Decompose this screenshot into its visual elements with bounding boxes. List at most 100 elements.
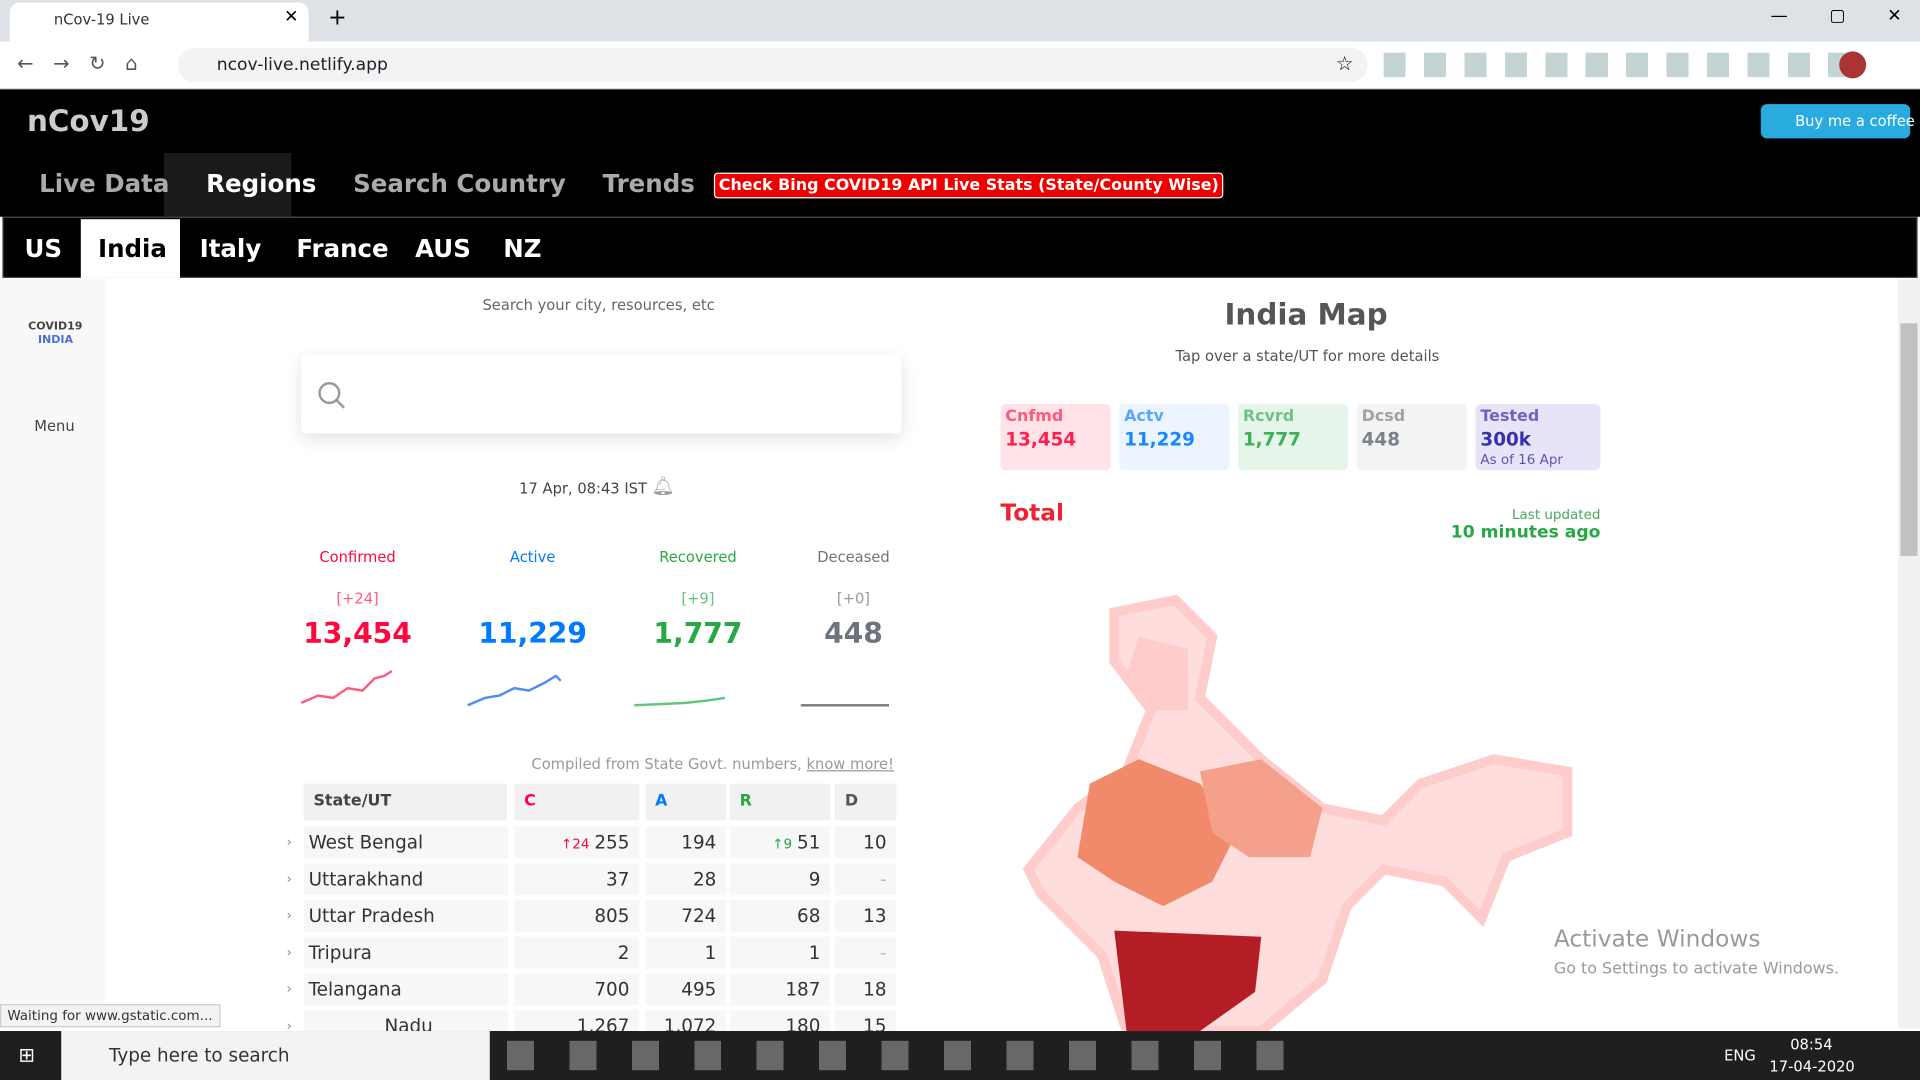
card-value: 13,454 [1005,428,1077,451]
table-row[interactable]: › Uttarakhand 37 28 9 - [282,863,900,896]
status-bar: Waiting for www.gstatic.com... [0,1004,220,1028]
region-tab[interactable]: NZ [503,233,542,264]
cell-value: 805 [594,904,630,927]
table-row[interactable]: › Telangana 700 495 187 18 [282,973,900,1006]
bell-icon[interactable]: 🔔︎ [651,475,675,498]
cell-d: 18 [835,973,897,1006]
delta-arrow: ↑ [560,836,573,853]
compiled-text: Compiled from State Govt. numbers, [531,755,802,773]
expand-icon: › [286,1017,292,1034]
tab-title: nCov-19 Live [53,11,150,29]
coffee-text: Buy me a coffee [1795,112,1915,130]
cell-r: 68 [729,900,831,932]
compiled-note: Compiled from State Govt. numbers, know … [531,756,894,773]
cell-value: 18 [863,978,887,1001]
cell-value: 1 [808,941,821,964]
know-more-link[interactable]: know more! [806,755,894,773]
cell-value: 2 [617,941,630,964]
delta-arrow: ↑ [772,836,784,853]
stat-value: 11,229 [478,618,587,651]
window-controls[interactable]: —▢✕ [1770,6,1902,26]
menu[interactable]: Menu [34,417,75,435]
nav-active-bg [164,153,292,217]
cell-a: 194 [645,826,727,859]
stat-card: Actv 11,229 [1119,404,1230,471]
cell-a: 495 [645,973,727,1006]
table-header-cell: D [835,783,897,821]
card-value: 1,777 [1242,428,1301,451]
cell-value: 13 [863,904,887,927]
clock-date: 17-04-2020 [1769,1057,1855,1076]
nav-buttons[interactable]: ←→↻⌂ [17,51,158,75]
region-bar [2,216,1918,278]
total-label: Total [1000,499,1064,527]
watermark-text: Go to Settings to activate Windows. [1553,960,1840,979]
delta: ↑9 [772,836,792,852]
cell-a: 724 [645,900,727,932]
taskbar-search[interactable] [61,1031,490,1080]
taskbar-apps[interactable] [506,1040,1291,1071]
stat-card: Cnfmd 13,454 [1000,404,1111,471]
cell-r: 187 [729,973,831,1006]
profile[interactable] [1839,51,1867,79]
cell-value: 37 [606,868,630,891]
tab-close[interactable]: ✕ [284,7,299,27]
sparklines [300,670,889,707]
cell-c: 37 [514,863,640,896]
cell-d: 13 [835,900,897,932]
state-name: Tripura [303,936,509,969]
address-bar[interactable] [177,47,1368,83]
table-row[interactable]: › Tripura 2 1 1 - [282,936,900,969]
extensions[interactable] [1383,52,1862,78]
table-row[interactable]: › West Bengal ↑24 255 194 ↑9 51 10 [282,826,900,859]
stat-label: Confirmed [319,548,396,566]
stat-card: Tested 300k As of 16 Apr [1475,404,1601,471]
stat-label: Recovered [659,548,737,566]
map-subtitle: Tap over a state/UT for more details [1175,347,1440,365]
timestamp: 17 Apr, 08:43 IST [519,480,647,498]
expand-icon: › [286,944,292,960]
stat-delta: [+9] [681,590,715,608]
new-tab[interactable]: + [328,4,347,31]
nav-item[interactable]: Search Country [353,168,566,199]
brand[interactable]: nCov19 [26,104,150,139]
cell-value: 700 [594,978,630,1001]
cell-c: 2 [514,936,640,969]
stat-label: Active [509,548,556,566]
region-active-bg [80,219,180,278]
cell-r: ↑9 51 [729,826,831,859]
logo-top: COVID19 [28,320,83,334]
expand-icon: › [286,870,292,887]
region-tab[interactable]: AUS [415,233,471,264]
expand-icon: › [286,980,292,997]
card-label: Actv [1124,407,1164,427]
region-tab[interactable]: India [97,233,167,264]
cell-value: 10 [863,831,887,854]
watermark-title: Activate Windows [1553,925,1761,953]
stat-value: 448 [824,618,883,651]
table-header-cell: R [729,783,831,821]
search-box[interactable] [301,355,902,434]
table-row[interactable]: › Uttar Pradesh 805 724 68 13 [282,900,900,932]
coffee-button[interactable]: Buy me a coffee [1760,104,1915,139]
region-tab[interactable]: US [24,233,63,264]
bing-banner[interactable]: Check Bing COVID19 API Live Stats (State… [713,172,1224,199]
nav-item[interactable]: Trends [602,168,695,199]
nav-item[interactable]: Live Data [39,168,170,199]
region-tab[interactable]: France [296,233,389,264]
sidebar [0,279,106,1014]
cell-value: 9 [808,868,821,891]
search-icon [318,382,345,409]
cell-d: 10 [835,826,897,859]
start-button[interactable]: ⊞ [18,1043,35,1067]
tab[interactable] [9,2,309,42]
scrollbar[interactable] [1897,279,1920,1029]
region-tab[interactable]: Italy [199,233,262,264]
cell-value: 495 [681,978,717,1001]
card-note: As of 16 Apr [1480,451,1563,468]
cell-value: 28 [692,868,717,891]
bookmark-star[interactable]: ☆ [1335,51,1354,75]
nav-item[interactable]: Regions [206,168,317,199]
map-title: India Map [1224,297,1388,332]
